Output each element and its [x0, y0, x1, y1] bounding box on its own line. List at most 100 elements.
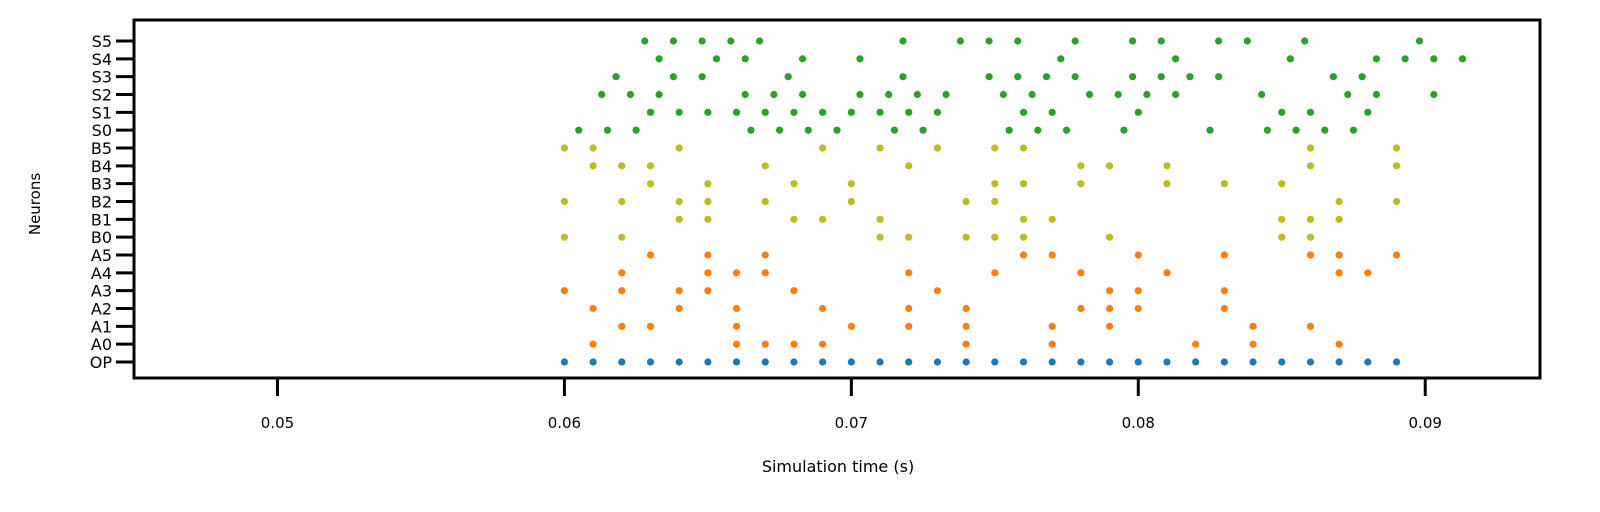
spike-point-s4: [798, 55, 807, 63]
y-tick-label: S4: [92, 50, 112, 69]
spike-point-op: [732, 358, 741, 366]
spike-point-op: [1306, 358, 1315, 366]
spike-point-s4: [655, 55, 663, 63]
spike-point-s1: [1048, 108, 1056, 116]
spike-point-s0: [804, 126, 812, 134]
spike-point-s1: [704, 108, 712, 116]
spike-point-b3: [646, 180, 655, 188]
spike-point-a0: [962, 340, 970, 348]
spike-point-s4: [1458, 55, 1467, 63]
spike-point-b1: [704, 215, 712, 223]
spike-point-s3: [1128, 73, 1137, 81]
spike-point-s4: [712, 55, 721, 63]
spike-point-s4: [741, 55, 749, 63]
spike-point-a5: [1019, 251, 1028, 259]
spike-point-op: [962, 358, 970, 366]
spike-point-b0: [560, 233, 569, 241]
spike-point-s3: [1042, 73, 1051, 81]
spike-point-op: [1220, 358, 1228, 366]
spike-point-b4: [1392, 162, 1401, 170]
spike-point-a1: [905, 322, 913, 330]
spike-point-b3: [847, 180, 855, 188]
spike-point-a5: [1134, 251, 1142, 259]
spike-point-b5: [991, 144, 999, 152]
spike-point-op: [618, 358, 626, 366]
spike-point-op: [1163, 358, 1171, 366]
spike-point-s3: [698, 73, 706, 81]
y-tick-label: S3: [92, 68, 112, 87]
spike-point-a1: [1048, 322, 1056, 330]
spike-point-a1: [1306, 322, 1315, 330]
y-tick-label: A4: [91, 264, 112, 283]
y-tick-label: B1: [91, 210, 112, 229]
spike-point-a4: [732, 269, 741, 277]
spike-point-s1: [933, 108, 942, 116]
spike-point-b4: [1306, 162, 1315, 170]
y-tick-label: A0: [91, 335, 112, 354]
y-tick-label: A2: [91, 300, 112, 319]
spike-point-s2: [1171, 90, 1180, 99]
y-tick-label: B3: [91, 175, 112, 194]
spike-point-a0: [1192, 340, 1200, 348]
y-tick-label: B2: [91, 193, 112, 212]
spike-point-b5: [589, 144, 597, 152]
spike-point-s4: [856, 55, 864, 63]
spike-point-s3: [1157, 73, 1165, 81]
spike-point-b2: [991, 197, 999, 206]
spike-point-s2: [1258, 90, 1266, 99]
spike-point-s1: [876, 108, 884, 116]
spike-point-s5: [1243, 37, 1251, 45]
spike-point-op: [704, 358, 712, 366]
spike-point-b2: [704, 197, 712, 206]
spike-point-b3: [1077, 180, 1085, 188]
spike-point-s2: [1085, 90, 1094, 99]
spike-point-a4: [618, 269, 626, 277]
spike-point-a5: [1220, 251, 1228, 259]
spike-point-s3: [784, 73, 792, 81]
spike-point-b4: [1163, 162, 1171, 170]
spike-point-s0: [603, 126, 612, 134]
spike-point-a0: [790, 340, 798, 348]
spike-point-op: [1077, 358, 1085, 366]
spike-point-s5: [1071, 37, 1079, 45]
spike-point-b0: [876, 233, 884, 241]
spike-point-a2: [675, 304, 683, 313]
spike-point-a2: [1105, 304, 1114, 313]
x-tick-label: 0.08: [1122, 414, 1155, 432]
spike-point-op: [1335, 358, 1343, 366]
spike-point-b2: [675, 197, 683, 206]
spike-point-a3: [790, 287, 798, 295]
spike-point-s3: [985, 73, 993, 81]
spike-point-a1: [847, 322, 855, 330]
spike-point-a3: [933, 287, 942, 295]
spike-point-op: [560, 358, 569, 366]
spike-point-b2: [761, 197, 769, 206]
spike-point-a2: [819, 304, 827, 313]
spike-point-s0: [890, 126, 898, 134]
spike-point-s2: [655, 90, 663, 99]
spike-point-a5: [704, 251, 712, 259]
spike-point-s5: [985, 37, 993, 45]
spike-point-s1: [790, 108, 798, 116]
spike-point-s5: [698, 37, 706, 45]
spike-point-b0: [1278, 233, 1286, 241]
spike-point-op: [1048, 358, 1056, 366]
y-tick-label: S1: [92, 103, 112, 122]
y-tick-label: OP: [90, 353, 113, 372]
spike-point-s2: [1114, 90, 1122, 99]
spike-point-s3: [1014, 73, 1022, 81]
x-axis-ticks: 0.05 0.06 0.07 0.08 0.09: [261, 378, 1442, 432]
spike-point-b5: [1306, 144, 1315, 152]
spike-point-a2: [1077, 304, 1085, 313]
spike-point-a1: [732, 322, 741, 330]
spike-point-op: [1105, 358, 1114, 366]
spike-point-b2: [1335, 197, 1343, 206]
spike-point-s5: [1014, 37, 1022, 45]
spike-point-b5: [933, 144, 942, 152]
spike-point-s1: [646, 108, 655, 116]
spike-point-s4: [1401, 55, 1409, 63]
spike-point-op: [1392, 358, 1401, 366]
spike-point-s2: [1430, 90, 1438, 99]
spike-point-s1: [1278, 108, 1286, 116]
spike-point-s5: [1415, 37, 1424, 45]
